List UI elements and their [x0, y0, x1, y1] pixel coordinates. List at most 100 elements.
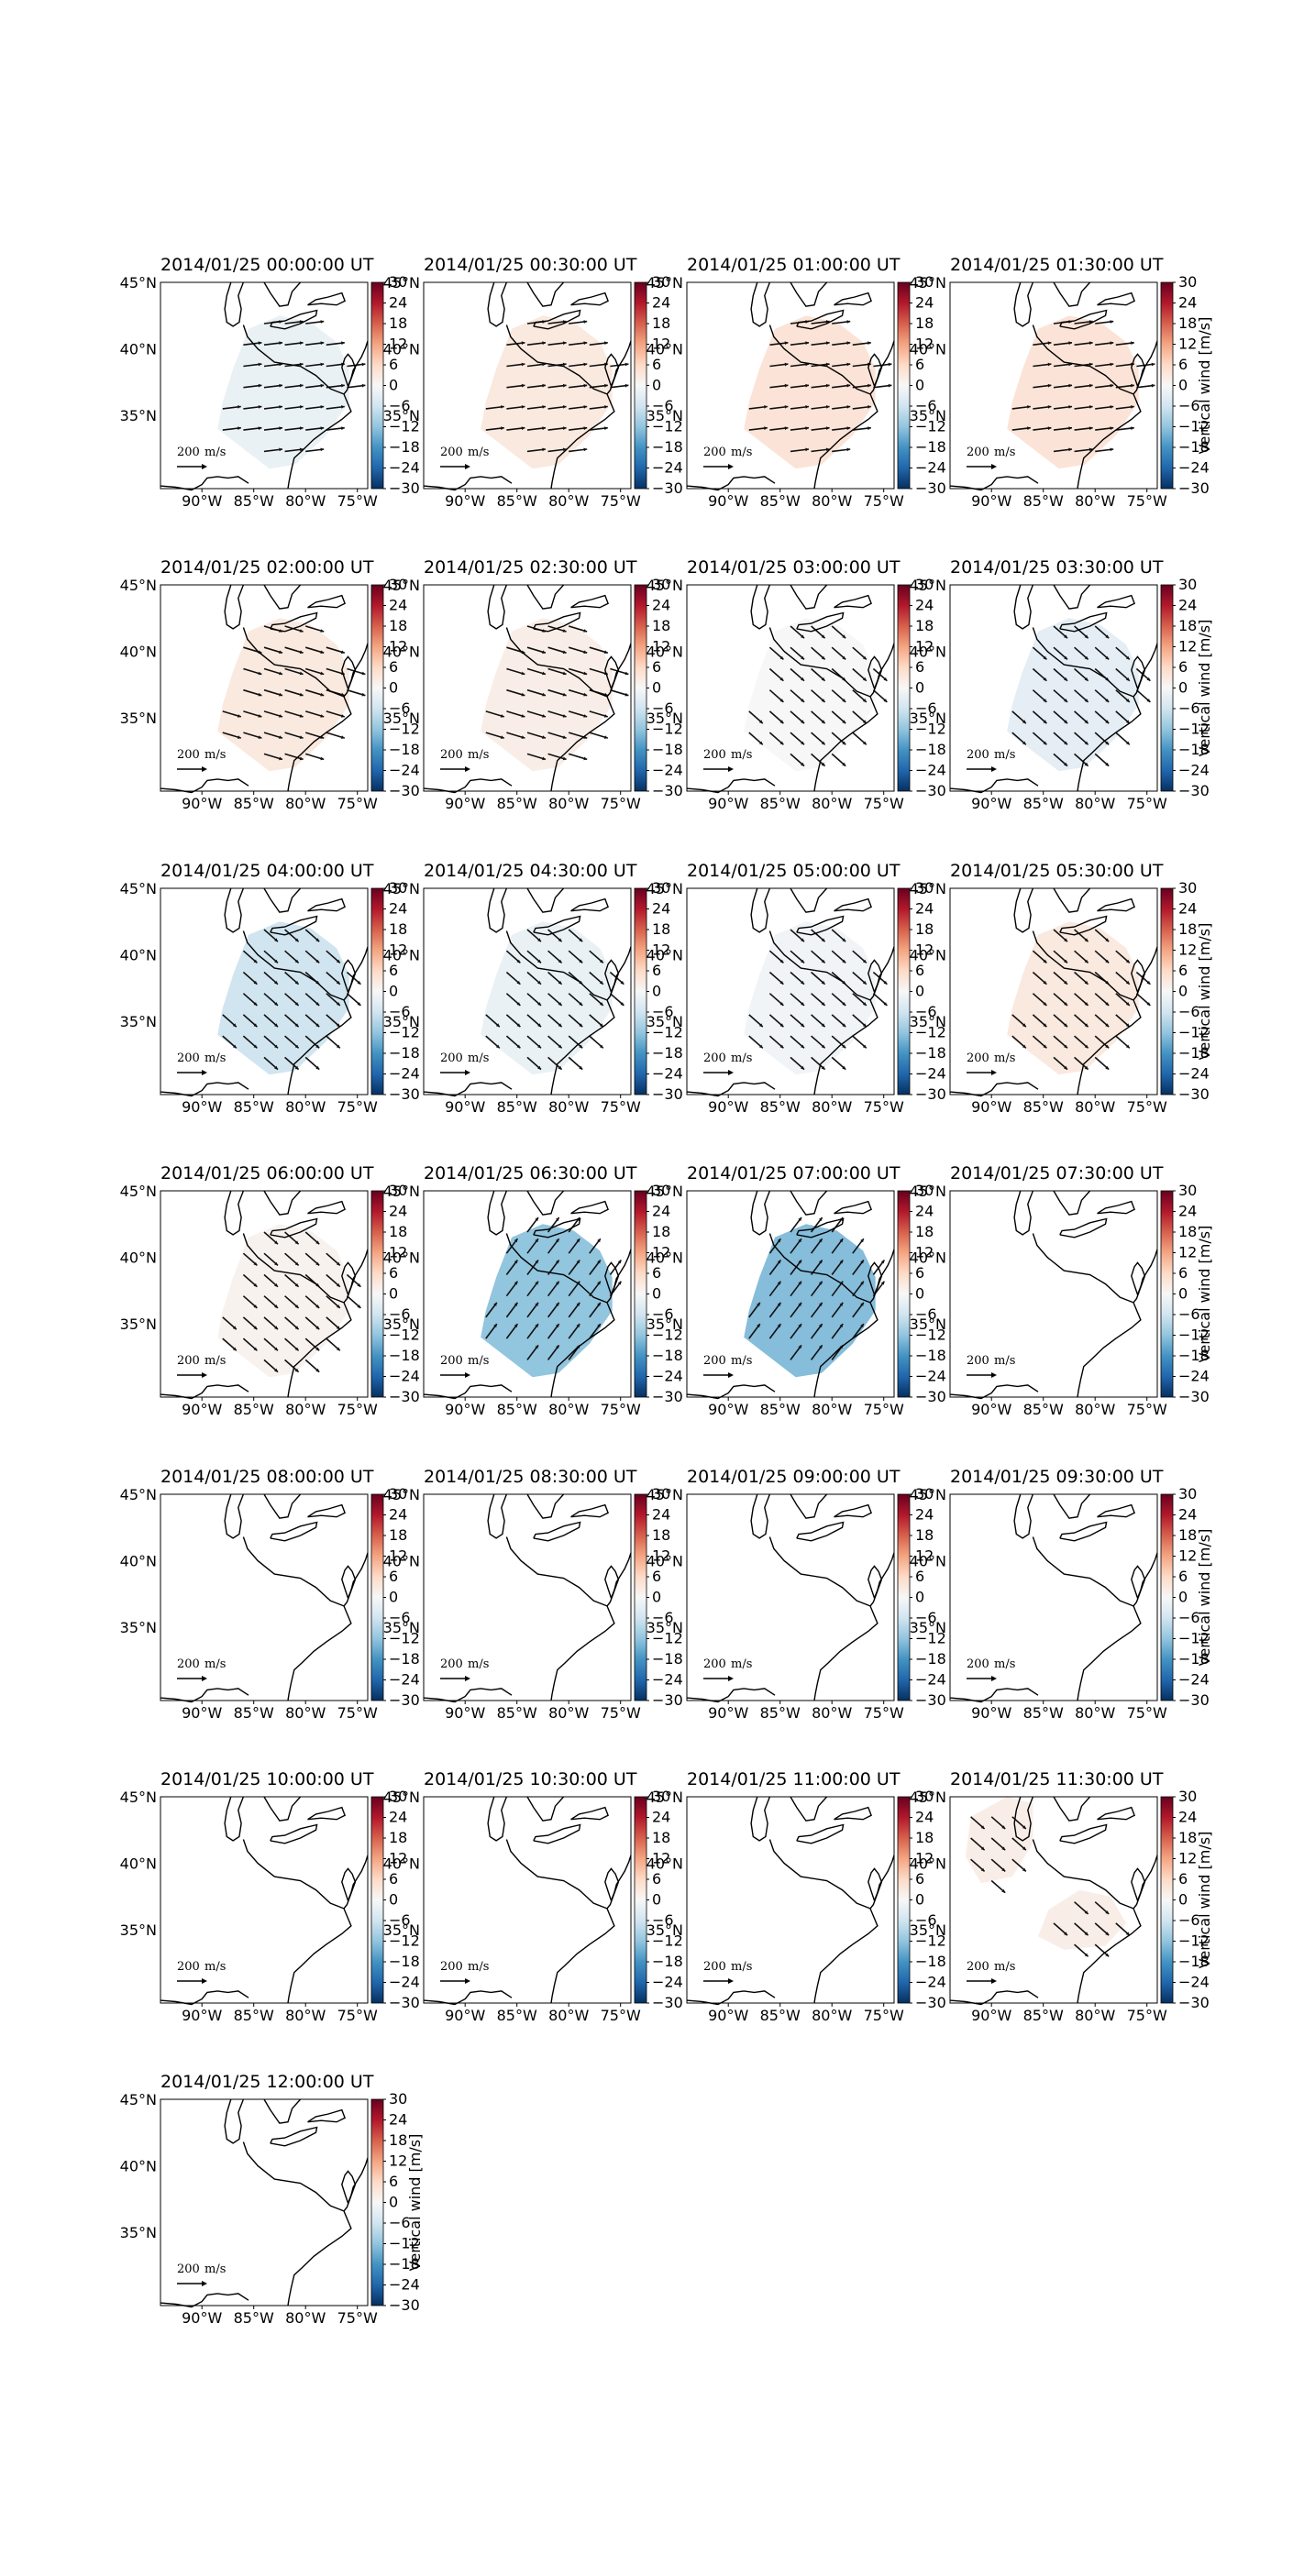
vector-head	[232, 1044, 237, 1049]
vector-head	[1022, 741, 1026, 745]
vector-head	[1084, 634, 1089, 639]
vector-head	[341, 426, 345, 431]
vector-head	[603, 714, 608, 718]
coastline	[604, 946, 632, 1001]
reference-arrow-head	[728, 766, 734, 772]
lon-tick-label: 80°W	[1075, 2007, 1115, 2024]
vector-head	[624, 671, 629, 676]
map-svg: 200 m/s 45°N 40°N 35°N 90°W 85°W 80°W 75°W 30 24 18…	[383, 576, 683, 812]
colorbar-tick-label: −6	[1178, 1609, 1200, 1626]
coastline	[604, 643, 632, 698]
vector-head	[1105, 655, 1110, 660]
colorbar-tick-label: 6	[915, 658, 924, 676]
vector-head	[299, 735, 304, 739]
vector-head	[320, 629, 325, 633]
vector-head	[842, 741, 846, 745]
colorbar-tick-label: 0	[652, 1589, 661, 1606]
vector-head	[805, 405, 809, 409]
panel-title: 2014/01/25 01:00:00 UT	[687, 255, 901, 275]
lake-outline	[270, 1521, 318, 1542]
colorbar-tick-label: 24	[1178, 900, 1197, 918]
lon-tick-label: 80°W	[285, 492, 326, 510]
vector-head	[846, 447, 851, 452]
coastline	[1032, 627, 1142, 792]
lat-tick-label: 40°N	[910, 947, 946, 964]
reference-arrow-head	[728, 1070, 734, 1075]
colorbar-tick-label: 12	[1178, 1547, 1197, 1565]
vector-head	[514, 1238, 518, 1243]
vector-head	[801, 959, 804, 963]
colorbar	[1160, 584, 1174, 792]
lon-tick-label: 75°W	[864, 1401, 904, 1418]
colorbar-tick-label: −12	[1178, 418, 1210, 435]
vector-head	[821, 1023, 825, 1028]
vector-head	[315, 1240, 320, 1245]
vector-head	[1146, 699, 1151, 702]
lon-tick-label: 80°W	[812, 795, 852, 812]
lake-outline	[526, 1796, 565, 1822]
colorbar-tick-label: −18	[389, 1650, 420, 1668]
vector-head	[1131, 383, 1134, 388]
lon-tick-label: 85°W	[760, 1098, 801, 1116]
vector-head	[238, 426, 241, 431]
vector-head	[801, 655, 804, 660]
vector-head	[320, 320, 325, 324]
lon-tick-label: 80°W	[548, 1704, 589, 1722]
colorbar-tick-label: 6	[1178, 1870, 1188, 1888]
lon-tick-label: 90°W	[182, 1098, 222, 1116]
colorbar-tick-label: −18	[1178, 438, 1210, 456]
coastline	[160, 778, 249, 794]
map-frame	[686, 281, 895, 490]
vector-head	[357, 980, 361, 985]
vector-head	[1105, 1910, 1110, 1914]
lake-outline	[487, 887, 508, 933]
lon-tick-label: 75°W	[864, 492, 904, 510]
vector-head	[620, 980, 624, 985]
lat-tick-label: 35°N	[120, 710, 157, 727]
coastline	[160, 476, 249, 491]
colorbar-tick-label: −6	[652, 1911, 674, 1929]
colorbar-tick-label: −6	[389, 1609, 411, 1626]
vector-head	[258, 383, 262, 388]
lon-tick-label: 80°W	[1075, 1098, 1115, 1116]
vector-head	[1064, 762, 1067, 766]
colorbar-tick-label: −18	[915, 1650, 946, 1668]
vector-head	[583, 756, 588, 761]
panel-title: 2014/01/25 12:00:00 UT	[160, 2072, 374, 2092]
lake-outline	[1013, 1493, 1034, 1539]
vector-head	[279, 692, 282, 697]
colorbar-tick-label: 0	[1178, 1589, 1188, 1606]
vector-head	[253, 959, 258, 963]
vector-head	[1105, 720, 1110, 724]
vector-head	[299, 341, 304, 346]
vector-head	[542, 426, 546, 431]
colorbar-tick-label: 30	[915, 1485, 934, 1503]
coastline	[768, 1233, 879, 1398]
vector-head	[1084, 938, 1089, 942]
colorbar-tick-label: 24	[389, 1506, 407, 1524]
vector-head	[1084, 959, 1089, 963]
vector-head	[821, 699, 825, 702]
vector-head	[516, 959, 521, 963]
vector-head	[819, 1302, 823, 1306]
vector-head	[888, 362, 892, 367]
vector-head	[1001, 1867, 1006, 1872]
vector-head	[1043, 699, 1047, 702]
colorbar-tick-label: −18	[915, 1044, 946, 1062]
wind-field	[1038, 1889, 1127, 1950]
panel-title: 2014/01/25 04:00:00 UT	[160, 861, 374, 881]
colorbar-tick-label: −12	[652, 418, 683, 435]
coastline	[604, 1249, 632, 1304]
reference-value: 200	[177, 1960, 200, 1974]
lon-tick-label: 80°W	[812, 2007, 852, 2024]
reference-unit: m/s	[731, 1354, 752, 1368]
vector-head	[1125, 741, 1130, 745]
coastline	[868, 946, 895, 1001]
lon-tick-label: 85°W	[497, 1098, 537, 1116]
vector-head	[1105, 1044, 1110, 1049]
colorbar-tick-label: −18	[389, 1044, 420, 1062]
vector-head	[258, 714, 262, 718]
lon-tick-label: 90°W	[182, 2309, 222, 2327]
vector-head	[597, 1260, 601, 1264]
vector-head	[846, 426, 851, 431]
